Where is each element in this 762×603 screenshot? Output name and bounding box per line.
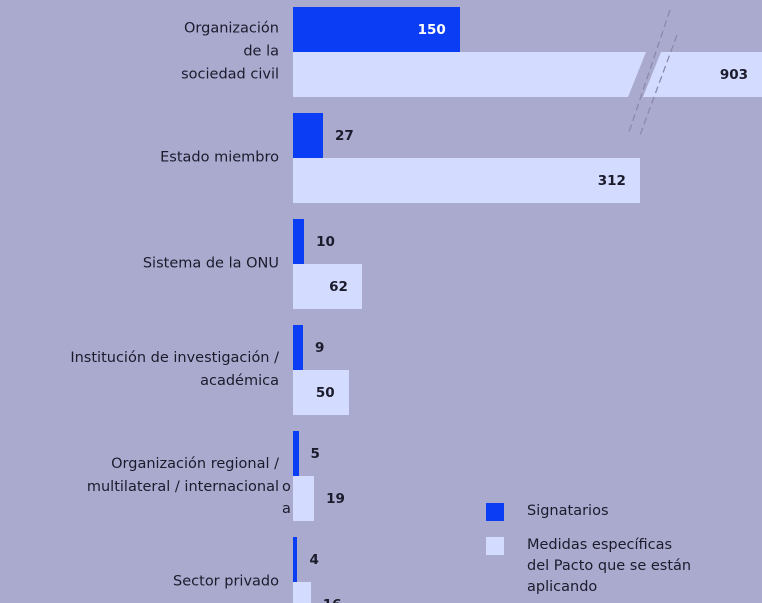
bar <box>293 431 299 476</box>
bar <box>293 537 298 582</box>
bar <box>293 113 324 158</box>
value-label: 903 <box>719 66 748 83</box>
value-label: 150 <box>417 21 446 38</box>
bar <box>293 370 349 415</box>
value-label: 9 <box>315 339 325 356</box>
bar <box>293 7 460 52</box>
bar <box>293 52 762 97</box>
bar <box>293 158 640 203</box>
category-label: Institución de investigación / académica <box>70 350 279 389</box>
annotation: a <box>282 501 291 517</box>
category-label: Sector privado <box>173 573 279 590</box>
value-label: 50 <box>315 384 335 401</box>
value-label: 5 <box>310 445 320 462</box>
value-label: 10 <box>316 233 335 250</box>
legend-label: Medidas específicas del Pacto que se est… <box>527 537 692 595</box>
value-label: 4 <box>309 551 319 568</box>
category-label: Organización regional / multilateral / i… <box>86 456 279 495</box>
value-label: 312 <box>597 172 626 189</box>
category-label: Sistema de la ONU <box>142 255 279 272</box>
category-label: Estado miembro <box>160 149 279 166</box>
bar <box>293 325 303 370</box>
bar <box>293 219 305 264</box>
bar <box>293 582 311 603</box>
legend-label: Signatarios <box>527 503 609 519</box>
legend-swatch <box>486 537 504 555</box>
legend-swatch <box>486 503 504 521</box>
annotation: o <box>282 479 291 495</box>
value-label: 27 <box>335 127 354 144</box>
category-label: Organización de la sociedad civil <box>181 20 279 83</box>
value-label: 62 <box>329 278 348 295</box>
bar <box>293 476 315 521</box>
value-label: 16 <box>323 597 342 603</box>
value-label: 19 <box>326 490 345 507</box>
bar <box>293 264 362 309</box>
